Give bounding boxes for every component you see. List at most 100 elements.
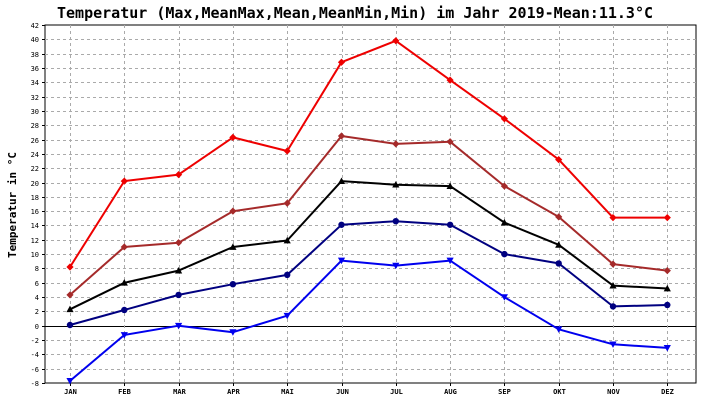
data-point-meanmax — [229, 207, 237, 215]
data-point-meanmin — [446, 221, 454, 228]
data-point-meanmax — [446, 138, 454, 146]
data-point-mean — [229, 243, 237, 250]
data-point-mean — [555, 241, 563, 248]
y-tick-label: 6 — [35, 280, 39, 288]
data-point-max — [229, 133, 237, 142]
data-point-min — [229, 329, 237, 336]
series-line-max — [69, 39, 668, 268]
data-point-max — [66, 263, 74, 271]
data-point-max — [392, 37, 400, 45]
x-tick-labels: JAN FEB MAR APR MAI JUN JUL AUG SEP OKT NOV DEZ — [64, 388, 674, 396]
data-point-meanmax — [555, 213, 563, 221]
series-line-mean — [69, 180, 668, 311]
data-point-min — [555, 326, 563, 333]
data-point-max — [446, 76, 454, 84]
y-tick-label: 28 — [31, 122, 39, 130]
data-point-min — [175, 322, 183, 330]
data-point-max — [609, 214, 617, 222]
x-tick-label: JUL — [390, 388, 403, 396]
y-tick-label: 2 — [35, 308, 39, 316]
y-tick-label: 26 — [31, 137, 39, 145]
series-meanmax — [66, 132, 671, 299]
data-point-meanmax — [66, 291, 74, 299]
data-point-meanmax — [500, 182, 508, 190]
y-tick-label: 20 — [31, 180, 39, 188]
x-tick-label: OKT — [553, 388, 566, 396]
x-tick-label: APR — [227, 388, 240, 396]
data-point-meanmin — [284, 271, 291, 279]
data-point-meanmin — [229, 280, 237, 288]
x-tick-label: NOV — [607, 388, 620, 396]
y-tick-label: -8 — [31, 380, 39, 388]
x-tick-label: AUG — [444, 388, 457, 396]
data-point-max — [120, 177, 128, 185]
data-point-meanmin — [501, 250, 508, 258]
y-tick-label: 40 — [31, 36, 39, 44]
x-tick-label: SEP — [498, 388, 511, 396]
data-point-meanmax — [337, 132, 346, 140]
data-point-min — [446, 257, 454, 265]
y-tick-label: 24 — [31, 151, 39, 159]
y-tick-label: 34 — [31, 79, 39, 87]
data-point-max — [500, 115, 508, 123]
y-tick-label: 42 — [31, 22, 39, 30]
data-point-meanmax — [609, 260, 617, 268]
series-line-meanmin — [69, 220, 668, 326]
data-point-mean — [446, 182, 454, 189]
y-tick-label: 36 — [31, 65, 39, 73]
y-tick-label: 30 — [31, 108, 39, 116]
data-point-mean — [337, 177, 346, 184]
data-point-min — [337, 257, 346, 265]
data-point-mean — [392, 181, 400, 188]
data-point-meanmin — [392, 217, 399, 225]
series-line-min — [69, 259, 668, 382]
series-min — [66, 257, 671, 385]
data-point-mean — [663, 284, 671, 292]
y-tick-label: 18 — [31, 194, 39, 202]
data-point-min — [283, 312, 291, 320]
y-tick-label: 22 — [31, 165, 39, 173]
x-tick-label: DEZ — [661, 388, 674, 396]
series-meanmin — [66, 217, 671, 329]
data-point-meanmin — [664, 301, 671, 309]
y-tick-label: 8 — [35, 265, 39, 273]
data-point-max — [175, 171, 183, 179]
y-tick-label: 14 — [31, 222, 39, 230]
x-tick-label: MAI — [281, 388, 294, 396]
x-tick-label: JUN — [336, 388, 349, 396]
data-point-meanmax — [392, 140, 400, 148]
data-point-mean — [500, 219, 508, 226]
y-tick-label: 32 — [31, 94, 39, 102]
data-point-meanmin — [66, 321, 74, 329]
x-tick-label: FEB — [118, 388, 131, 396]
y-tick-labels: -8-6-4-202468101214161820222426283032343… — [31, 22, 39, 388]
y-tick-label: 4 — [35, 294, 39, 302]
data-point-min — [66, 377, 74, 385]
data-point-max — [555, 156, 563, 164]
series-mean — [66, 177, 671, 313]
data-point-mean — [66, 305, 74, 313]
chart-title: Temperatur (Max,MeanMax,Mean,MeanMin,Min… — [57, 4, 653, 22]
x-tick-label: JAN — [64, 388, 77, 396]
plot-frame — [44, 24, 697, 384]
data-point-meanmin — [555, 260, 562, 267]
data-point-meanmax — [175, 239, 183, 247]
y-tick-label: 16 — [31, 208, 39, 216]
data-point-max — [337, 58, 346, 66]
data-point-meanmin — [609, 303, 617, 310]
y-tick-label: 10 — [31, 251, 39, 259]
y-tick-label: 0 — [35, 323, 39, 331]
x-tick-label: MAR — [173, 388, 186, 396]
data-point-min — [663, 345, 671, 352]
data-point-max — [663, 214, 671, 222]
data-point-min — [392, 262, 400, 270]
data-point-meanmax — [283, 199, 291, 207]
y-tick-label: -6 — [31, 366, 39, 374]
data-point-mean — [175, 266, 183, 274]
data-point-mean — [609, 282, 617, 289]
series-layer — [66, 37, 671, 385]
y-tick-label: 38 — [31, 51, 39, 59]
data-point-meanmax — [663, 266, 671, 275]
data-point-mean — [283, 236, 291, 244]
data-point-min — [609, 341, 617, 348]
